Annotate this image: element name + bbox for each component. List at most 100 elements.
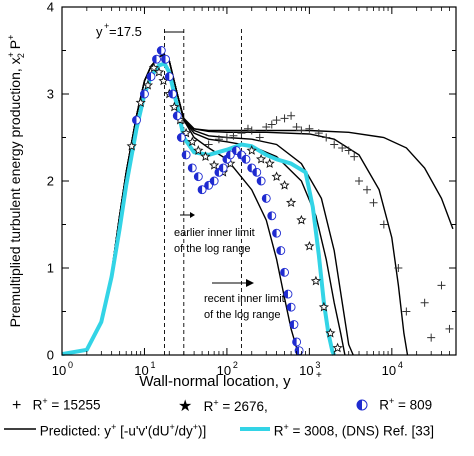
half-circle-fill — [194, 172, 199, 181]
half-circle-fill — [140, 90, 145, 98]
star-point — [271, 171, 282, 181]
annotations: y + =17.5 earlier inner limit of the log ran… — [96, 21, 285, 321]
star-point — [142, 79, 154, 90]
half-circle-fill — [204, 181, 209, 190]
y-tick-label: 4 — [47, 0, 54, 15]
x-tick-exponent: 1 — [150, 360, 155, 370]
half-circle-point — [241, 154, 251, 164]
half-circle-fill — [188, 163, 193, 172]
star-point — [279, 180, 290, 190]
plus-point — [305, 124, 314, 133]
inner-limit-lines — [164, 29, 242, 355]
plus-point — [369, 198, 378, 207]
star-point — [187, 136, 198, 147]
plus-point — [355, 177, 364, 185]
plus-point — [314, 129, 323, 138]
half-circle-fill — [219, 163, 224, 172]
half-circle-fill — [157, 46, 162, 55]
half-circle-point — [261, 193, 271, 203]
star-point — [304, 240, 315, 251]
plus-point — [247, 126, 256, 135]
star-point — [310, 275, 322, 286]
half-circle-point — [176, 133, 186, 142]
half-circle-fill — [252, 168, 257, 177]
data-markers — [126, 46, 454, 356]
plus-point — [437, 281, 446, 290]
half-circle-fill — [257, 177, 262, 185]
plus-point — [255, 133, 264, 142]
recent-limit-line1: recent inner limit — [204, 293, 285, 305]
plus-point — [363, 185, 372, 194]
half-circle-point — [280, 267, 290, 277]
half-circle-point — [272, 228, 282, 238]
half-circle-marker-icon — [356, 399, 368, 410]
legend-value: = 2676, — [218, 399, 268, 414]
legend-sup: + — [283, 422, 289, 432]
plus-point — [338, 143, 347, 152]
plus-point — [280, 114, 289, 123]
axis-ticks — [61, 6, 457, 356]
star-point — [318, 301, 330, 312]
half-circle-point — [225, 150, 235, 160]
plus-point — [297, 126, 306, 135]
star-point — [135, 97, 146, 108]
half-circle-point — [283, 289, 293, 299]
half-circle-point — [168, 89, 178, 99]
half-circle-fill — [237, 150, 242, 159]
peak-annotation-sup: + — [104, 21, 109, 31]
plus-point — [445, 324, 454, 333]
star-point — [200, 151, 211, 161]
half-circle-point — [204, 180, 214, 190]
axis-titles: Wall-normal location, y + Premultiplied tu… — [6, 35, 322, 390]
star-point — [264, 158, 275, 168]
half-circle-point — [286, 302, 296, 312]
legend-label-mid2: /dy — [174, 423, 193, 439]
x-tick-label: 10 — [299, 363, 313, 378]
half-circle-point — [256, 176, 266, 186]
half-circle-point — [152, 54, 161, 64]
half-circle-fill — [168, 90, 173, 98]
earlier-limit-line1: earlier inner limit — [174, 227, 255, 239]
legend-item-dns: R+ = 3008, (DNS) Ref. [33] — [240, 422, 434, 439]
half-circle-fill — [295, 346, 300, 355]
half-circle-fill — [222, 155, 227, 164]
star-point — [148, 62, 159, 73]
y-tick-label: 2 — [47, 174, 54, 189]
plus-point — [229, 131, 238, 140]
half-circle-fill — [289, 320, 294, 329]
legend-label: R — [273, 423, 284, 439]
half-circle-point — [276, 246, 286, 256]
half-circle-fill — [214, 168, 219, 177]
plus-point — [330, 140, 339, 149]
legend-label-mid: [-u'v'(dU — [116, 423, 170, 439]
legend-sup: + — [213, 397, 219, 408]
plus-point — [222, 133, 231, 142]
recent-limit-line2: of the log range — [204, 309, 280, 321]
earlier-arrowhead — [190, 212, 195, 218]
star-point — [332, 342, 343, 353]
plus-point — [292, 123, 301, 132]
plus-point — [243, 124, 252, 133]
plus-point — [420, 298, 429, 307]
y-tick-label: 3 — [47, 87, 54, 102]
y-axis-title-text: Premultiplied turbulent energy productio… — [6, 35, 26, 328]
half-circle-point — [140, 89, 149, 99]
dns-curve — [61, 61, 336, 357]
x-tick-label: 10 — [134, 363, 148, 378]
recent-arrowhead — [246, 279, 254, 287]
x-tick-exponent: 4 — [398, 360, 403, 370]
half-circle-fill — [210, 177, 215, 185]
star-point — [208, 159, 220, 170]
half-circle-fill — [287, 303, 292, 312]
half-circle-fill — [182, 150, 187, 159]
legend-value: = 15255 — [47, 397, 101, 413]
half-circle-point — [267, 211, 277, 221]
half-circle-fill — [198, 185, 203, 194]
star-marker-icon: ★ — [178, 398, 193, 415]
half-circle-point — [252, 167, 262, 177]
y-axis-title: Premultiplied turbulent energy productio… — [6, 35, 26, 328]
legend-label-tail: = 3008, (DNS) Ref. [33] — [288, 423, 434, 439]
half-circle-fill — [241, 155, 246, 164]
half-circle-fill — [276, 246, 281, 255]
